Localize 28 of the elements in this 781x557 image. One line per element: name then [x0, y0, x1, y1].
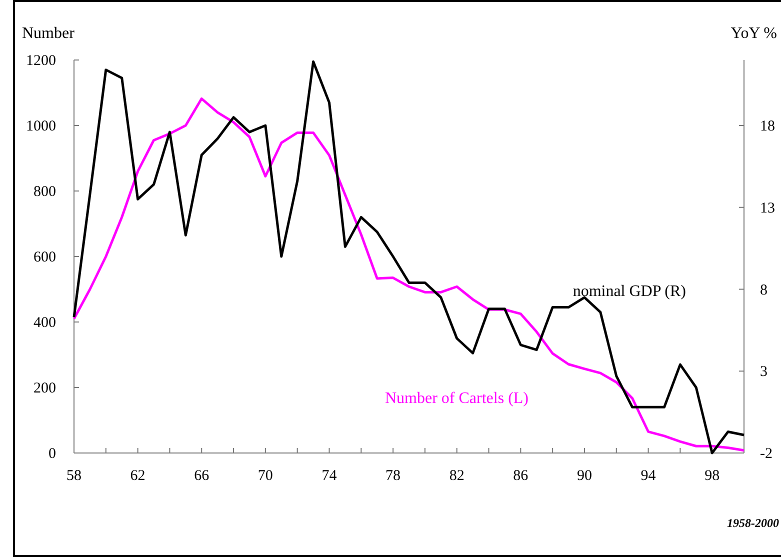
y-tick-label: 400: [34, 315, 56, 331]
y-tick-label: 600: [34, 250, 56, 266]
y-tick-label: 1000: [26, 118, 56, 134]
x-tick-label: 78: [386, 468, 401, 484]
x-tick-label: 74: [322, 468, 338, 484]
y2-tick-label: 18: [760, 118, 775, 134]
x-tick-label: 58: [66, 468, 82, 484]
y2-tick-label: -2: [760, 446, 772, 462]
text: 1958-2000: [727, 516, 779, 530]
y2-axis-title: YoY %: [730, 25, 777, 42]
x-tick-label: 86: [513, 468, 529, 484]
series-label: nominal GDP (R): [572, 283, 686, 300]
y2-tick-label: 13: [760, 200, 775, 216]
x-tick-label: 66: [194, 468, 210, 484]
x-tick-label: 70: [258, 468, 273, 484]
y-tick-label: 800: [34, 184, 56, 200]
x-tick-label: 90: [576, 468, 592, 484]
y-tick-label: 1200: [26, 53, 56, 69]
y-tick-label: 0: [48, 446, 56, 462]
y-tick-label: 200: [34, 380, 56, 396]
text: Number of Cartels (L): [385, 390, 529, 407]
x-tick-label: 98: [704, 468, 720, 484]
y2-tick-label: 3: [760, 364, 768, 380]
x-tick-label: 94: [640, 468, 656, 484]
x-tick-label: 82: [449, 468, 464, 484]
y-axis-title: Number: [22, 25, 76, 42]
x-tick-label: 62: [130, 468, 146, 484]
y2-tick-label: 8: [760, 282, 768, 298]
